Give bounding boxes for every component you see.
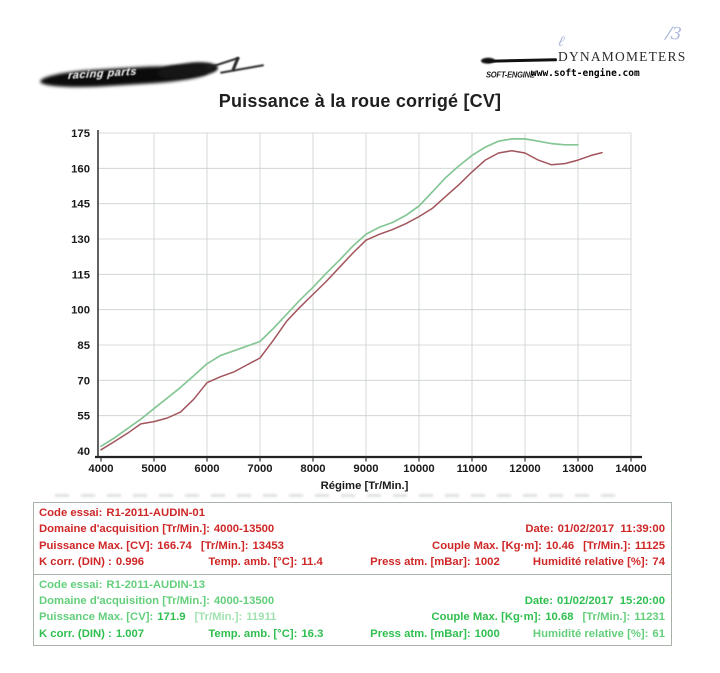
torque-rpm-value: 11231	[634, 611, 665, 624]
power-max-value: 171.9	[157, 611, 186, 624]
svg-text:8000: 8000	[300, 463, 325, 475]
x-axis-title: Régime [Tr/Min.]	[321, 480, 409, 492]
humidity-value: 61	[652, 627, 665, 640]
code-essai-value: R1-2011-AUDIN-01	[106, 507, 205, 519]
power-rpm-value: 13453	[252, 539, 284, 552]
domain-label: Domaine d'acquisition [Tr/Min.]:	[39, 595, 210, 608]
date-label: Date:	[525, 523, 554, 536]
chart-tick-labels: 4000 5000 6000 7000 8000 9000 10000 11000 12000 1…	[71, 128, 647, 475]
date-value: 01/02/2017 11:39:00	[557, 523, 665, 536]
humidity-label: Humidité relative [%]:	[532, 556, 649, 569]
code-essai-value: R1-2011-AUDIN-13	[106, 578, 205, 591]
chart-axes	[95, 130, 642, 462]
chart-grid	[98, 132, 632, 457]
svg-text:4000: 4000	[88, 463, 113, 475]
torque-max-value: 10.68	[545, 611, 574, 624]
svg-text:6000: 6000	[194, 463, 219, 475]
power-max-label: Puissance Max. [CV]:	[39, 611, 154, 624]
brand-url: www.soft-engine.com	[531, 68, 640, 79]
svg-text:7000: 7000	[247, 463, 272, 475]
press-label: Press atm. [mBar]:	[370, 556, 471, 569]
k-corr-value: 0.996	[115, 556, 145, 569]
svg-text:11000: 11000	[457, 463, 488, 475]
press-value: 1002	[474, 556, 500, 569]
date-value: 01/02/2017 15:20:00	[556, 595, 665, 608]
power-rpm-value: 11911	[246, 611, 277, 624]
curve-R1-2011-AUDIN-01	[100, 149, 603, 451]
k-corr-value: 1.007	[115, 627, 145, 640]
svg-text:175: 175	[71, 128, 90, 140]
soft-engine-logo: SOFT-ENGINE	[486, 69, 535, 80]
svg-text:14000: 14000	[615, 463, 646, 475]
k-corr-label: K corr. (DIN) :	[39, 556, 112, 569]
domain-value: 4000-13500	[213, 523, 275, 536]
test-info-box-2: Code essai: R1-2011-AUDIN-13 Domaine d'ac…	[34, 573, 671, 646]
test-info-box-1: Code essai: R1-2011-AUDIN-01 Domaine d'ac…	[34, 503, 671, 574]
test-info-boxes: Code essai: R1-2011-AUDIN-01 Domaine d'ac…	[33, 502, 672, 647]
svg-text:85: 85	[77, 340, 90, 352]
code-essai-row: Code essai: R1-2011-AUDIN-01	[39, 505, 665, 521]
temp-value: 16.3	[301, 627, 324, 640]
conditions-row: K corr. (DIN) :1.007 Temp. amb. [°C]: 16.…	[39, 626, 665, 642]
svg-text:55: 55	[77, 411, 90, 423]
power-torque-row: Puissance Max. [CV]: 171.9 [Tr/Min.]: 11911…	[39, 609, 665, 625]
temp-label: Temp. amb. [°C]:	[208, 556, 298, 569]
code-essai-row: Code essai: R1-2011-AUDIN-13	[39, 577, 665, 593]
svg-text:130: 130	[71, 234, 90, 246]
torque-max-label: Couple Max. [Kg·m]:	[431, 611, 542, 624]
domain-value: 4000-13500	[213, 595, 275, 608]
power-rpm-label: [Tr/Min.]:	[194, 611, 243, 624]
temp-label: Temp. amb. [°C]:	[208, 627, 298, 640]
svg-text:115: 115	[72, 269, 90, 281]
torque-rpm-label: [Tr/Min.]:	[582, 611, 631, 624]
date-label: Date:	[524, 595, 553, 608]
torque-rpm-label: [Tr/Min.]:	[583, 539, 631, 552]
humidity-value: 74	[652, 556, 665, 569]
power-max-label: Puissance Max. [CV]:	[39, 539, 154, 552]
svg-text:13000: 13000	[562, 463, 593, 475]
svg-text:100: 100	[71, 305, 90, 317]
conditions-row: K corr. (DIN) :0.996 Temp. amb. [°C]: 11.…	[39, 554, 665, 570]
svg-text:70: 70	[77, 375, 90, 387]
svg-text:12000: 12000	[509, 463, 540, 475]
brand-name: DYNAMOMETERS	[558, 49, 687, 64]
scan-smudge	[55, 494, 625, 497]
svg-text:10000: 10000	[403, 463, 434, 475]
domain-date-row: Domaine d'acquisition [Tr/Min.]: 4000-135…	[39, 593, 665, 609]
domain-date-row: Domaine d'acquisition [Tr/Min.]: 4000-135…	[39, 521, 665, 537]
power-max-value: 166.74	[157, 539, 192, 552]
svg-text:145: 145	[71, 199, 90, 211]
press-label: Press atm. [mBar]:	[370, 627, 471, 640]
power-curve-chart: 4000 5000 6000 7000 8000 9000 10000 11000 12000 1…	[71, 128, 647, 492]
press-value: 1000	[474, 627, 500, 640]
domain-label: Domaine d'acquisition [Tr/Min.]:	[39, 523, 210, 536]
curve-R1-2011-AUDIN-13	[100, 138, 579, 448]
svg-text:160: 160	[71, 163, 90, 175]
svg-text:5000: 5000	[141, 463, 166, 475]
page-title: Puissance à la roue corrigé [CV]	[218, 91, 502, 111]
power-rpm-label: [Tr/Min.]:	[200, 539, 249, 552]
torque-max-label: Couple Max. [Kg·m]:	[432, 539, 542, 552]
svg-text:9000: 9000	[353, 463, 378, 475]
torque-max-value: 10.46	[545, 539, 575, 552]
power-torque-row: Puissance Max. [CV]: 166.74 [Tr/Min.]: 1345…	[39, 538, 665, 554]
humidity-label: Humidité relative [%]:	[532, 627, 649, 640]
svg-text:40: 40	[77, 446, 90, 458]
code-essai-label: Code essai:	[39, 578, 103, 591]
torque-rpm-value: 11125	[634, 539, 665, 552]
temp-value: 11.4	[301, 556, 323, 569]
k-corr-label: K corr. (DIN) :	[39, 627, 112, 640]
code-essai-label: Code essai:	[39, 507, 103, 519]
